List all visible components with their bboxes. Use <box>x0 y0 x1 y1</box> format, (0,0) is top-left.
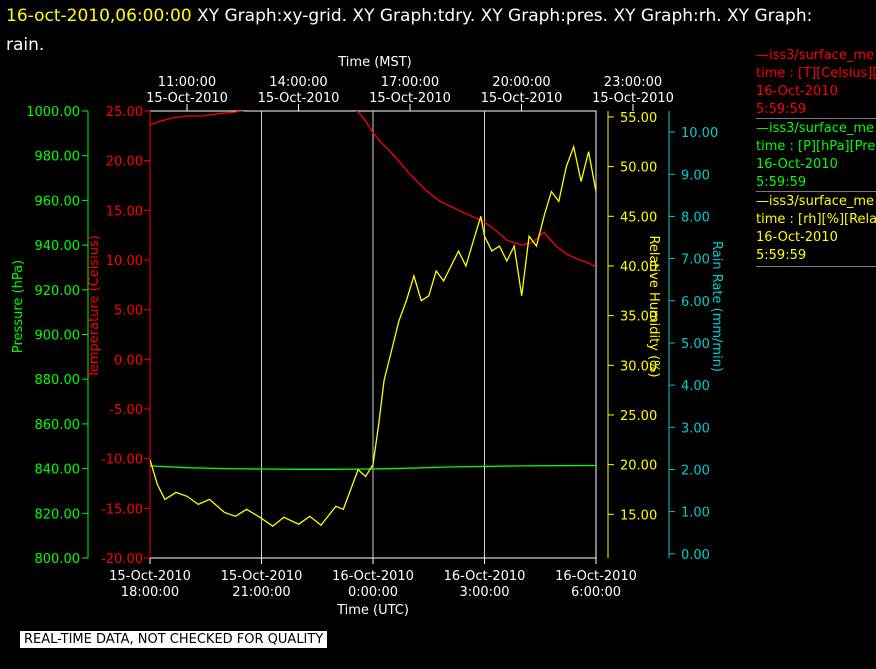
rh-axis-title: Relative Humidity (%) <box>646 235 661 377</box>
pres-tick-label: 1000.00 <box>26 105 80 120</box>
x-tick-label-time: 21:00:00 <box>232 585 290 600</box>
pres-axis-title: Pressure (hPa) <box>11 260 26 353</box>
rh-tick-label: 20.00 <box>620 459 657 474</box>
temp-axis-title: Temperature (Celsius) <box>87 235 102 379</box>
temp-tick-label: -20.00 <box>101 552 143 567</box>
x-tick-label-time: 18:00:00 <box>121 585 179 600</box>
rain-tick-label: 5.00 <box>681 337 710 352</box>
rh-tick-label: 55.00 <box>620 111 657 126</box>
pres-tick-label: 920.00 <box>35 284 81 299</box>
temp-tick-label: -5.00 <box>109 403 143 418</box>
pres-tick-label: 900.00 <box>35 329 81 344</box>
pres-tick-label: 940.00 <box>35 239 81 254</box>
legend-humidity-field: time : [rh][%][Relati <box>756 212 876 227</box>
temp-tick-label: 15.00 <box>106 204 143 219</box>
rain-axis-title: Rain Rate (mm/min) <box>709 241 724 372</box>
top-tick-label-time: 11:00:00 <box>158 75 216 90</box>
x-tick-label-date: 16-Oct-2010 <box>555 569 637 584</box>
rh-tick-label: 45.00 <box>620 210 657 225</box>
temp-tick-label: -15.00 <box>101 502 143 517</box>
legend-pressure-date: 16-Oct-2010 <box>756 157 838 172</box>
rain-tick-label: 10.00 <box>681 126 718 141</box>
x-tick-label-time: 6:00:00 <box>571 585 621 600</box>
legend-divider <box>756 191 876 192</box>
legend-entry-humidity[interactable]: —iss3/surface_me time : [rh][%][Relati 1… <box>756 193 876 267</box>
rain-tick-label: 1.00 <box>681 506 710 521</box>
rain-tick-label: 8.00 <box>681 210 710 225</box>
pres-tick-label: 960.00 <box>35 194 81 209</box>
legend-entry-pressure[interactable]: —iss3/surface_me time : [P][hPa][Pres 16… <box>756 120 876 192</box>
x-tick-label-time: 0:00:00 <box>348 585 398 600</box>
legend-entry-temperature[interactable]: —iss3/surface_me time : [T][Celsius][T 1… <box>756 47 876 119</box>
window-title: 16-oct-2010,06:00:00 XY Graph:xy-grid. X… <box>6 2 856 60</box>
rh-tick-label: 40.00 <box>620 260 657 275</box>
rh-tick-label: 25.00 <box>620 409 657 424</box>
legend-temperature-date: 16-Oct-2010 <box>756 84 838 99</box>
top-tick-label-time: 17:00:00 <box>381 75 439 90</box>
top-tick-label-time: 14:00:00 <box>269 75 327 90</box>
x-tick-label-date: 16-Oct-2010 <box>332 569 414 584</box>
pres-tick-label: 880.00 <box>35 373 81 388</box>
series-line-pres <box>150 464 596 470</box>
top-tick-label-date: 15-Oct-2010 <box>481 91 563 106</box>
top-tick-label-date: 15-Oct-2010 <box>258 91 340 106</box>
x-tick-label-time: 3:00:00 <box>459 585 509 600</box>
rh-tick-label: 15.00 <box>620 508 657 523</box>
x-tick-label-date: 16-Oct-2010 <box>444 569 526 584</box>
temp-tick-label: 25.00 <box>106 105 143 120</box>
legend-humidity-source: —iss3/surface_me <box>756 194 875 209</box>
legend-pressure-time: 5:59:59 <box>756 175 807 190</box>
quality-warning-badge: REAL-TIME DATA, NOT CHECKED FOR QUALITY <box>20 631 328 648</box>
pres-tick-label: 800.00 <box>35 552 81 567</box>
title-timestamp: 16-oct-2010,06:00:00 <box>6 6 192 26</box>
rh-tick-label: 30.00 <box>620 359 657 374</box>
x-tick-label-date: 15-Oct-2010 <box>109 569 191 584</box>
legend-temperature-time: 5:59:59 <box>756 102 807 117</box>
temp-tick-label: 10.00 <box>106 254 143 269</box>
legend-pressure-field: time : [P][hPa][Pres <box>756 139 876 154</box>
pres-tick-label: 820.00 <box>35 507 81 522</box>
legend-humidity-date: 16-Oct-2010 <box>756 230 838 245</box>
pres-tick-label: 840.00 <box>35 463 81 478</box>
rain-tick-label: 0.00 <box>681 548 710 563</box>
series-line-rh <box>150 144 596 528</box>
rain-tick-label: 7.00 <box>681 253 710 268</box>
legend-temperature-field: time : [T][Celsius][T <box>756 66 876 81</box>
temp-tick-label: 0.00 <box>114 353 143 368</box>
x-axis-title-mst: Time (MST) <box>337 55 412 70</box>
rain-tick-label: 9.00 <box>681 168 710 183</box>
rain-tick-label: 2.00 <box>681 463 710 478</box>
pres-tick-label: 860.00 <box>35 418 81 433</box>
rain-tick-label: 4.00 <box>681 379 710 394</box>
top-tick-label-date: 15-Oct-2010 <box>146 91 228 106</box>
rain-tick-label: 6.00 <box>681 295 710 310</box>
top-tick-label-time: 23:00:00 <box>604 75 662 90</box>
rh-tick-label: 35.00 <box>620 310 657 325</box>
temp-tick-label: 20.00 <box>106 155 143 170</box>
rh-tick-label: 50.00 <box>620 161 657 176</box>
legend-humidity-time: 5:59:59 <box>756 248 807 263</box>
top-tick-label-date: 15-Oct-2010 <box>592 91 674 106</box>
legend-divider <box>756 266 876 267</box>
top-tick-label-time: 20:00:00 <box>492 75 550 90</box>
temp-tick-label: 5.00 <box>114 304 143 319</box>
title-graph-list: XY Graph:xy-grid. XY Graph:tdry. XY Grap… <box>6 6 813 55</box>
top-tick-label-date: 15-Oct-2010 <box>369 91 451 106</box>
x-tick-label-date: 15-Oct-2010 <box>221 569 303 584</box>
temp-tick-label: -10.00 <box>101 453 143 468</box>
legend-pressure-source: —iss3/surface_me <box>756 121 875 136</box>
x-axis-title-utc: Time (UTC) <box>336 603 409 618</box>
rain-tick-label: 3.00 <box>681 421 710 436</box>
legend-divider <box>756 118 876 119</box>
pres-tick-label: 980.00 <box>35 150 81 165</box>
legend-temperature-source: —iss3/surface_me <box>756 48 875 63</box>
